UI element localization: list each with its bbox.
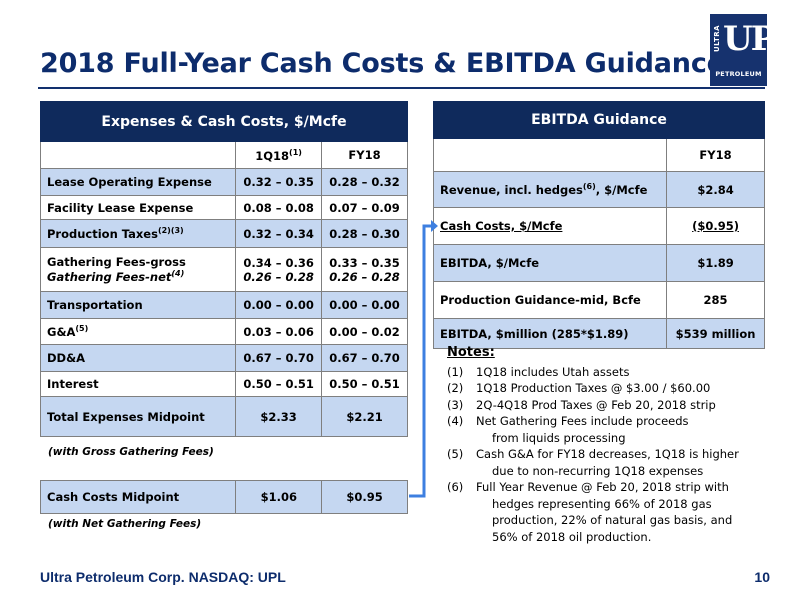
table-row: Transportation 0.00 – 0.00 0.00 – 0.00	[39, 291, 408, 319]
notes-heading: Notes:	[447, 345, 495, 360]
row-1q18-value: 0.67 – 0.70	[235, 344, 323, 372]
note-item: (2) 1Q18 Production Taxes @ $3.00 / $60.0…	[447, 380, 777, 397]
table-row: EBITDA, $million (285*$1.89) $539 millio…	[432, 318, 765, 349]
row-fy18-value: 0.28 – 0.32	[321, 168, 408, 196]
row-fy18-value: 0.07 – 0.09	[321, 195, 408, 220]
row-fy18-value: 0.00 – 0.02	[321, 318, 408, 345]
table-row: Interest 0.50 – 0.51 0.50 – 0.51	[39, 371, 408, 397]
note-text: 2Q-4Q18 Prod Taxes @ Feb 20, 2018 strip	[476, 397, 716, 412]
row-label: Production Guidance-mid, Bcfe	[432, 281, 668, 319]
row-label: EBITDA, $/Mcfe	[432, 244, 668, 282]
row-1q18-value: 0.34 – 0.36 0.26 – 0.28	[235, 247, 323, 292]
row-label: Transportation	[39, 291, 237, 319]
table-row: G&A(5) 0.03 – 0.06 0.00 – 0.02	[39, 318, 408, 345]
table-row: Revenue, incl. hedges(6), $/Mcfe $2.84	[432, 171, 765, 208]
logo-petroleum-text: PETROLEUM	[715, 70, 762, 78]
note-continuation: due to non-recurring 1Q18 expenses	[492, 463, 704, 478]
row-fy18-value: ($0.95)	[666, 207, 765, 245]
note-continuation: 56% of 2018 oil production.	[492, 529, 652, 544]
table-row: Gathering Fees-gross Gathering Fees-net(…	[39, 247, 408, 292]
row-fy18-value: 0.00 – 0.00	[321, 291, 408, 319]
note-text: 1Q18 includes Utah assets	[476, 364, 630, 379]
row-label: EBITDA, $million (285*$1.89)	[432, 318, 668, 349]
row-fy18-value: $2.84	[666, 171, 765, 208]
row-label: Lease Operating Expense	[39, 168, 237, 196]
row-fy18-value: 0.67 – 0.70	[321, 344, 408, 372]
table-row: Lease Operating Expense 0.32 – 0.35 0.28…	[39, 168, 408, 196]
note-text: Full Year Revenue @ Feb 20, 2018 strip w…	[476, 480, 729, 494]
row-1q18-value: $2.33	[235, 396, 323, 437]
notes-section: Notes: (1) 1Q18 includes Utah assets (2) 1Q…	[447, 345, 777, 545]
footer-text: Ultra Petroleum Corp. NASDAQ: UPL	[40, 569, 286, 585]
row-1q18-value: 0.32 – 0.34	[235, 219, 323, 248]
note-continuation: production, 22% of natural gas basis, an…	[492, 513, 733, 527]
note-item: (5) Cash G&A for FY18 decreases, 1Q18 is …	[447, 446, 777, 463]
cash-costs-row: Cash Costs Midpoint $1.06 $0.95	[39, 480, 408, 514]
note-item: (3) 2Q-4Q18 Prod Taxes @ Feb 20, 2018 str…	[447, 397, 777, 414]
total-row: Total Expenses Midpoint $2.33 $2.21	[39, 396, 408, 437]
row-label: Interest	[39, 371, 237, 397]
ebitda-col-blank	[432, 138, 668, 172]
note-number: (5)	[447, 447, 464, 461]
expenses-col-1q18: 1Q18(1)	[235, 141, 323, 169]
note-number: (2)	[447, 381, 464, 395]
logo-up-text: UP	[723, 19, 776, 59]
ultra-petroleum-logo: ULTRA UP PETROLEUM	[710, 14, 776, 86]
note-item: (4) Net Gathering Fees include proceeds	[447, 413, 777, 430]
table-row: DD&A 0.67 – 0.70 0.67 – 0.70	[39, 344, 408, 372]
note-number: (3)	[447, 397, 464, 412]
expenses-table: Expenses & Cash Costs, $/Mcfe 1Q18(1) FY…	[39, 101, 408, 437]
row-1q18-value: 0.50 – 0.51	[235, 371, 323, 397]
row-fy18-value: $2.21	[321, 396, 408, 437]
ebitda-table: EBITDA Guidance FY18 Revenue, incl. hedg…	[432, 101, 765, 349]
table-row: Facility Lease Expense 0.08 – 0.08 0.07 …	[39, 195, 408, 220]
row-label: G&A(5)	[39, 318, 237, 345]
title-rule	[38, 87, 765, 89]
cash-costs-1q18-value: $1.06	[235, 480, 323, 514]
note-text: Cash G&A for FY18 decreases, 1Q18 is hig…	[476, 447, 739, 461]
note-number: (6)	[447, 480, 464, 494]
gross-gathering-caption: (with Gross Gathering Fees)	[48, 446, 214, 458]
page-title: 2018 Full-Year Cash Costs & EBITDA Guida…	[40, 48, 725, 79]
row-fy18-value: 0.50 – 0.51	[321, 371, 408, 397]
cash-costs-table: Cash Costs Midpoint $1.06 $0.95	[39, 480, 408, 514]
row-fy18-value: 0.33 – 0.35 0.26 – 0.28	[321, 247, 408, 292]
table-row: EBITDA, $/Mcfe $1.89	[432, 244, 765, 282]
ebitda-col-fy18: FY18	[666, 138, 765, 172]
row-1q18-value: 0.32 – 0.35	[235, 168, 323, 196]
row-1q18-value: 0.08 – 0.08	[235, 195, 323, 220]
gross-label: Gathering Fees-gross	[47, 255, 186, 270]
row-label: Revenue, incl. hedges(6), $/Mcfe	[432, 171, 668, 208]
note-continuation: from liquids processing	[492, 430, 626, 445]
net-label: Gathering Fees-net(4)	[47, 269, 185, 284]
row-fy18-value: 0.28 – 0.30	[321, 219, 408, 248]
row-label: Total Expenses Midpoint	[39, 396, 237, 437]
row-fy18-value: $539 million	[666, 318, 765, 349]
note-continuation: hedges representing 66% of 2018 gas	[492, 496, 712, 511]
notes-list: (1) 1Q18 includes Utah assets (2) 1Q18 Prod…	[447, 364, 777, 546]
ebitda-table-header: EBITDA Guidance	[433, 101, 765, 139]
cash-costs-label: Cash Costs Midpoint	[39, 480, 237, 514]
cash-costs-fy18-value: $0.95	[321, 480, 408, 514]
net-gathering-caption: (with Net Gathering Fees)	[48, 518, 202, 530]
note-text: Net Gathering Fees include proceeds	[476, 414, 689, 428]
note-item: (1) 1Q18 includes Utah assets	[447, 364, 777, 381]
note-number: (4)	[447, 414, 464, 428]
note-item: (6) Full Year Revenue @ Feb 20, 2018 stri…	[447, 479, 777, 496]
note-number: (1)	[447, 364, 464, 379]
page-number: 10	[754, 569, 770, 585]
note-text: 1Q18 Production Taxes @ $3.00 / $60.00	[476, 381, 711, 395]
